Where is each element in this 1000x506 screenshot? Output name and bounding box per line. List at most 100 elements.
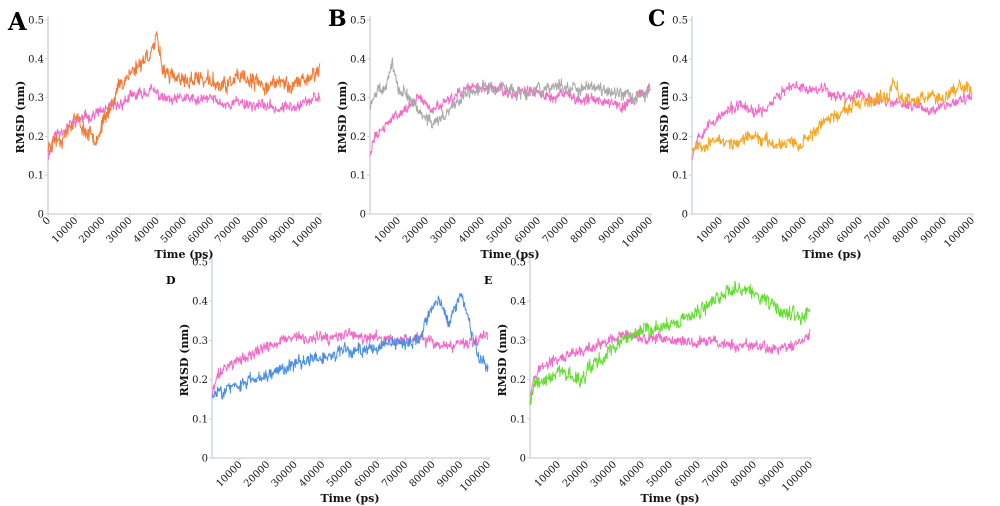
x-tick-label-c: 100000 <box>942 215 977 250</box>
y-tick-label-b: 0.1 <box>350 171 366 182</box>
x-tick-label-d: 20000 <box>242 459 272 489</box>
x-tick-label-a: 80000 <box>240 215 270 245</box>
y-tick-label-d: 0 <box>202 454 208 465</box>
y-tick-label-a: 0.4 <box>28 54 44 65</box>
x-tick-label-a: 10000 <box>50 215 80 245</box>
series-line-a-2 <box>47 31 321 153</box>
x-tick-label-e: 70000 <box>701 459 731 489</box>
x-tick-label-a: 70000 <box>213 215 243 245</box>
series-line-d-1 <box>211 327 489 397</box>
y-tick-label-e: 0 <box>520 454 526 465</box>
x-tick-label-d: 50000 <box>325 459 355 489</box>
y-axis-title-b: RMSD (nm) <box>336 81 349 154</box>
series-line-a-1 <box>47 83 321 160</box>
x-tick-label-a: 0 <box>41 215 53 227</box>
series-line-e-1 <box>529 328 811 397</box>
y-tick-label-e: 0.2 <box>510 375 526 386</box>
x-tick-label-c: 60000 <box>835 215 865 245</box>
y-tick-label-c: 0.5 <box>672 16 688 27</box>
y-tick-label-c: 0.1 <box>672 171 688 182</box>
x-tick-label-b: 50000 <box>485 215 515 245</box>
y-axis-title-d: RMSD (nm) <box>178 324 191 397</box>
y-tick-label-a: 0.3 <box>28 93 44 104</box>
panel-letter-e: E <box>484 274 492 287</box>
y-tick-label-c: 0.4 <box>672 54 688 65</box>
y-tick-label-b: 0.5 <box>350 16 366 27</box>
series-line-c-1 <box>691 81 973 161</box>
y-tick-label-d: 0.5 <box>192 258 208 269</box>
x-tick-label-b: 70000 <box>541 215 571 245</box>
y-tick-label-d: 0.3 <box>192 336 208 347</box>
panel-letter-c: C <box>648 6 666 32</box>
x-tick-label-c: 20000 <box>723 215 753 245</box>
y-tick-label-b: 0.3 <box>350 93 366 104</box>
x-tick-label-b: 30000 <box>429 215 459 245</box>
y-tick-label-b: 0 <box>360 210 366 221</box>
x-tick-label-a: 40000 <box>132 215 162 245</box>
y-tick-label-e: 0.5 <box>510 258 526 269</box>
x-tick-label-e: 100000 <box>780 459 815 494</box>
panel-letter-d: D <box>166 274 176 287</box>
y-tick-label-d: 0.1 <box>192 414 208 425</box>
x-axis-title-d: Time (ps) <box>320 492 379 505</box>
y-tick-label-a: 0 <box>38 210 44 221</box>
y-tick-label-d: 0.2 <box>192 375 208 386</box>
series-line-c-2 <box>691 77 973 155</box>
series-line-d-2 <box>211 292 489 400</box>
x-tick-label-b: 60000 <box>513 215 543 245</box>
x-tick-label-b: 100000 <box>620 215 655 250</box>
x-tick-label-c: 80000 <box>891 215 921 245</box>
x-tick-label-a: 100000 <box>290 215 325 250</box>
x-tick-label-e: 20000 <box>561 459 591 489</box>
x-tick-label-d: 60000 <box>352 459 382 489</box>
panel-a: A00.10.20.30.40.501000020000300004000050… <box>7 7 325 261</box>
series-line-e-2 <box>529 280 811 405</box>
x-tick-label-c: 30000 <box>751 215 781 245</box>
x-tick-label-e: 10000 <box>533 459 563 489</box>
x-tick-label-e: 40000 <box>617 459 647 489</box>
x-tick-label-e: 60000 <box>673 459 703 489</box>
panel-c: C 0 0.1 0.2 0.3 0.4 0.5 10000200003000040000500… <box>648 6 977 261</box>
x-tick-label-d: 100000 <box>458 459 493 494</box>
panel-letter-b: B <box>328 6 347 32</box>
x-axis-title-c: Time (ps) <box>802 248 861 261</box>
x-tick-label-b: 20000 <box>401 215 431 245</box>
x-tick-label-e: 80000 <box>729 459 759 489</box>
y-tick-label-c: 0.3 <box>672 93 688 104</box>
panel-b: B 0 0.1 0.2 0.3 0.4 0.5 10000200003000040000500… <box>328 6 655 261</box>
x-axis-title-b: Time (ps) <box>480 248 539 261</box>
x-tick-label-d: 80000 <box>408 459 438 489</box>
y-axis-title-e: RMSD (nm) <box>496 324 509 397</box>
y-tick-label-b: 0.4 <box>350 54 366 65</box>
panel-d: D 0 0.1 0.2 0.3 0.4 0.5 10000200003000040000500… <box>166 258 493 506</box>
x-tick-label-d: 10000 <box>214 459 244 489</box>
y-tick-label-e: 0.1 <box>510 414 526 425</box>
y-tick-label-c: 0.2 <box>672 132 688 143</box>
x-tick-label-a: 30000 <box>104 215 134 245</box>
y-tick-label-e: 0.4 <box>510 297 526 308</box>
series-line-b-2 <box>369 57 651 129</box>
x-tick-label-d: 40000 <box>297 459 327 489</box>
x-tick-label-d: 30000 <box>270 459 300 489</box>
x-tick-label-a: 60000 <box>186 215 216 245</box>
x-tick-label-b: 10000 <box>373 215 403 245</box>
y-tick-label-a: 0.5 <box>28 16 44 27</box>
x-tick-label-a: 20000 <box>77 215 107 245</box>
x-tick-label-c: 40000 <box>779 215 809 245</box>
x-tick-label-c: 70000 <box>863 215 893 245</box>
x-axis-title-e: Time (ps) <box>640 492 699 505</box>
panel-letter-a: A <box>7 7 27 36</box>
x-tick-label-c: 50000 <box>807 215 837 245</box>
y-tick-label-a: 0.2 <box>28 132 44 143</box>
y-tick-label-e: 0.3 <box>510 336 526 347</box>
y-axis-title-c: RMSD (nm) <box>658 81 671 154</box>
y-axis-title-a: RMSD (nm) <box>14 81 27 154</box>
x-tick-label-a: 50000 <box>159 215 189 245</box>
y-tick-label-a: 0.1 <box>28 171 44 182</box>
y-tick-label-d: 0.4 <box>192 297 208 308</box>
x-tick-label-c: 10000 <box>695 215 725 245</box>
x-tick-label-b: 80000 <box>569 215 599 245</box>
x-tick-label-e: 50000 <box>645 459 675 489</box>
x-tick-label-d: 70000 <box>380 459 410 489</box>
